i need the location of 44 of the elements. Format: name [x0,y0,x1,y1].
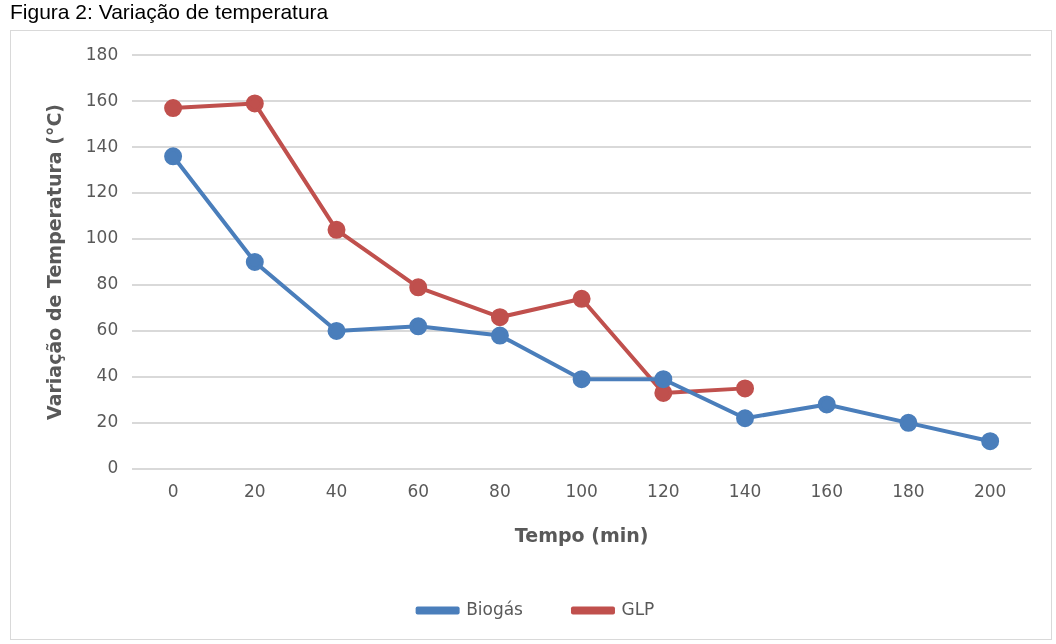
x-tick-label: 180 [892,481,925,502]
x-tick-label: 60 [407,481,430,502]
point [327,220,346,239]
y-tick-label: 140 [85,135,119,156]
y-tick-label: 20 [96,411,119,432]
y-tick-label: 180 [85,43,119,64]
y-tick-label: 0 [107,457,119,478]
point [572,289,591,308]
point [245,253,264,271]
y-tick-label: 160 [85,89,119,110]
point [736,409,755,428]
y-tick-label: 100 [85,227,119,248]
point [409,278,428,297]
y-tick-label: 80 [96,273,119,294]
legend-label: Biogás [466,598,524,619]
x-axis-title: Tempo (min) [514,523,649,546]
point [245,94,264,113]
chart-title: Figura 2: Variação de temperatura [10,0,329,24]
x-tick-label: 160 [810,481,843,502]
x-tick-label: 0 [167,481,179,502]
point [654,370,673,389]
point [817,395,836,414]
point [981,432,1000,451]
legend-label: GLP [621,598,655,619]
y-tick-label: 40 [96,365,119,386]
point [572,370,591,389]
y-axis-title: Variação de Temperatura (°C) [43,103,66,421]
point [164,147,183,166]
x-tick-label: 40 [325,481,348,502]
x-tick-label: 80 [489,481,511,502]
x-tick-label: 140 [728,481,762,502]
x-tick-label: 20 [243,481,266,502]
point [490,308,509,327]
y-tick-label: 120 [85,181,119,202]
point [164,99,183,118]
y-tick-label: 60 [96,319,119,340]
x-tick-label: 120 [647,481,680,502]
x-tick-label: 100 [565,481,598,502]
point [327,321,346,340]
x-tick-label: 200 [973,481,1007,502]
point [490,326,509,345]
point [409,317,428,336]
point [736,379,755,398]
point [899,413,918,432]
